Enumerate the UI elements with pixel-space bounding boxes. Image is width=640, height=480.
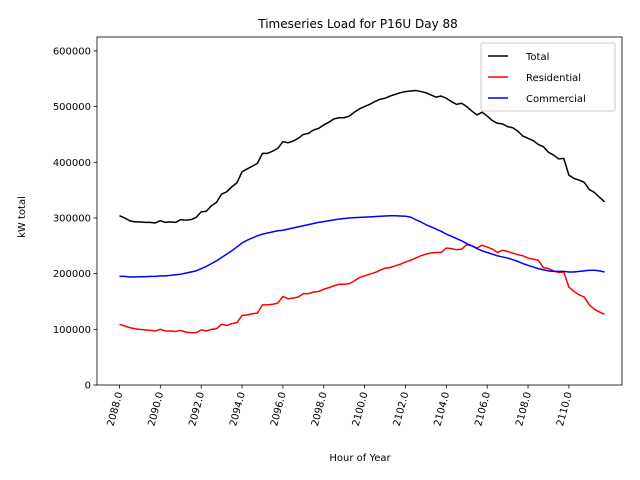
chart-title: Timeseries Load for P16U Day 88 [257,17,458,31]
axes-frame [96,36,623,386]
y-tick-label: 200000 [53,269,91,280]
legend-label-residential: Residential [526,73,581,84]
y-tick-label: 500000 [53,102,91,113]
legend-label-total: Total [525,52,549,63]
y-tick-label: 400000 [53,158,91,169]
y-tick-label: 600000 [53,46,91,57]
y-axis-label: kW total [17,196,28,238]
series-line-total [119,89,606,224]
x-axis-label: Hour of Year [329,453,391,464]
legend: Total Residential Commercial [480,42,616,112]
legend-box [480,42,616,112]
legend-label-commercial: Commercial [526,94,586,105]
y-tick-label: 300000 [53,213,91,224]
series-line-commercial [119,214,605,278]
series-line-residential [119,243,605,334]
y-tick-label: 0 [85,381,91,392]
y-tick-label: 100000 [53,325,91,336]
